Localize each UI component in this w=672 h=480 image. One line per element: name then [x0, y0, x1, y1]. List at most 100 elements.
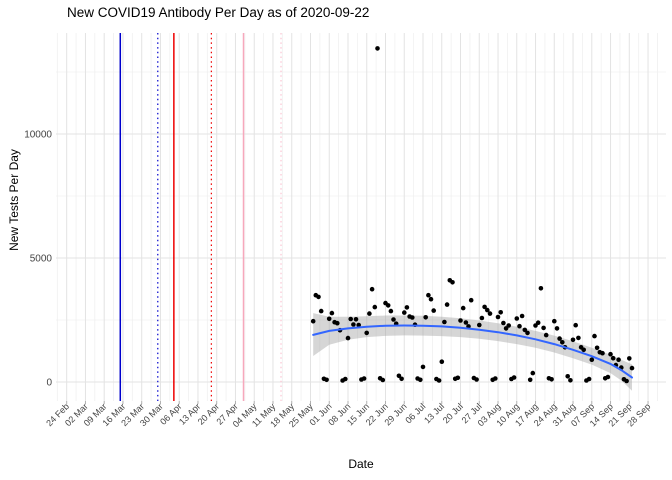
data-point [498, 310, 504, 315]
data-point [463, 320, 469, 325]
data-point [367, 311, 372, 316]
data-point [479, 315, 485, 321]
data-point [343, 376, 348, 382]
data-point [517, 323, 522, 329]
data-point [594, 345, 600, 351]
data-point [568, 378, 573, 383]
data-point [474, 377, 479, 382]
data-point [329, 310, 335, 316]
data-point [324, 377, 329, 383]
scatter-points [310, 46, 635, 384]
data-point [538, 286, 544, 291]
data-point [391, 317, 396, 322]
event-lines [119, 33, 282, 401]
smooth-line-path [312, 324, 633, 379]
y-tick-label: 5000 [30, 254, 53, 265]
confidence-band-area [313, 313, 632, 391]
data-point [482, 304, 487, 310]
data-point [522, 327, 528, 333]
grid-minor [56, 33, 666, 401]
data-point [436, 378, 442, 383]
data-point [402, 310, 407, 315]
data-point [418, 377, 423, 383]
data-point [442, 319, 447, 325]
data-point [525, 330, 530, 336]
data-point [345, 335, 351, 341]
data-point [495, 314, 501, 320]
data-point [399, 376, 404, 382]
data-point [477, 322, 482, 328]
data-point [557, 336, 562, 341]
data-point [616, 357, 621, 363]
data-point [600, 350, 605, 356]
data-point [388, 308, 394, 314]
data-point [372, 304, 378, 310]
data-point [543, 332, 549, 338]
data-point [326, 316, 332, 322]
data-point [396, 373, 402, 379]
data-point [624, 378, 629, 384]
data-point [535, 320, 541, 326]
data-point [316, 294, 321, 300]
data-point [361, 376, 367, 381]
data-point [506, 323, 512, 328]
data-point [420, 364, 426, 370]
data-point [439, 359, 445, 365]
data-point [455, 375, 461, 381]
x-tick-label: 06 Jul [403, 401, 427, 425]
data-point [485, 307, 490, 313]
y-tick-label: 10000 [24, 130, 52, 141]
data-point [514, 316, 520, 321]
x-tick-label: 13 Jul [422, 401, 446, 425]
confidence-band [313, 313, 632, 391]
data-point [380, 377, 386, 383]
data-point [589, 357, 595, 363]
data-point [444, 302, 450, 307]
data-point [375, 46, 380, 51]
data-point [348, 316, 354, 322]
data-point [608, 351, 613, 357]
data-point [541, 325, 546, 331]
data-point [428, 296, 434, 302]
y-axis-title: New Tests Per Day [7, 149, 21, 251]
data-point [426, 292, 431, 298]
data-point [554, 326, 560, 331]
data-point [511, 375, 517, 380]
data-point [487, 311, 493, 316]
data-point [560, 340, 565, 345]
data-point [570, 337, 576, 343]
data-point [493, 376, 498, 381]
data-point [501, 320, 506, 326]
data-point [627, 356, 632, 361]
x-axis-title: Date [348, 457, 374, 471]
data-point [385, 303, 391, 308]
data-point [610, 355, 616, 361]
y-tick-label: 0 [46, 378, 52, 389]
data-point [468, 297, 474, 303]
data-point [460, 305, 466, 311]
data-point [573, 322, 578, 328]
data-point [351, 322, 356, 327]
data-point [431, 308, 437, 313]
data-point [364, 330, 370, 336]
data-point [519, 313, 525, 319]
x-tick-label: 20 Jul [441, 401, 465, 425]
data-point [592, 333, 597, 339]
data-point [404, 305, 410, 310]
data-point [530, 370, 536, 376]
data-point [605, 374, 611, 380]
data-point [565, 374, 570, 379]
data-point [586, 376, 592, 382]
data-point [458, 318, 463, 323]
data-point [527, 377, 533, 383]
data-point [423, 315, 429, 320]
data-point [549, 377, 554, 382]
data-point [335, 320, 340, 326]
y-axis-labels: 0 5000 10000 [24, 130, 52, 389]
data-point [318, 308, 324, 314]
chart-title: New COVID19 Antibody Per Day as of 2020-… [67, 5, 370, 20]
data-point [576, 335, 581, 341]
